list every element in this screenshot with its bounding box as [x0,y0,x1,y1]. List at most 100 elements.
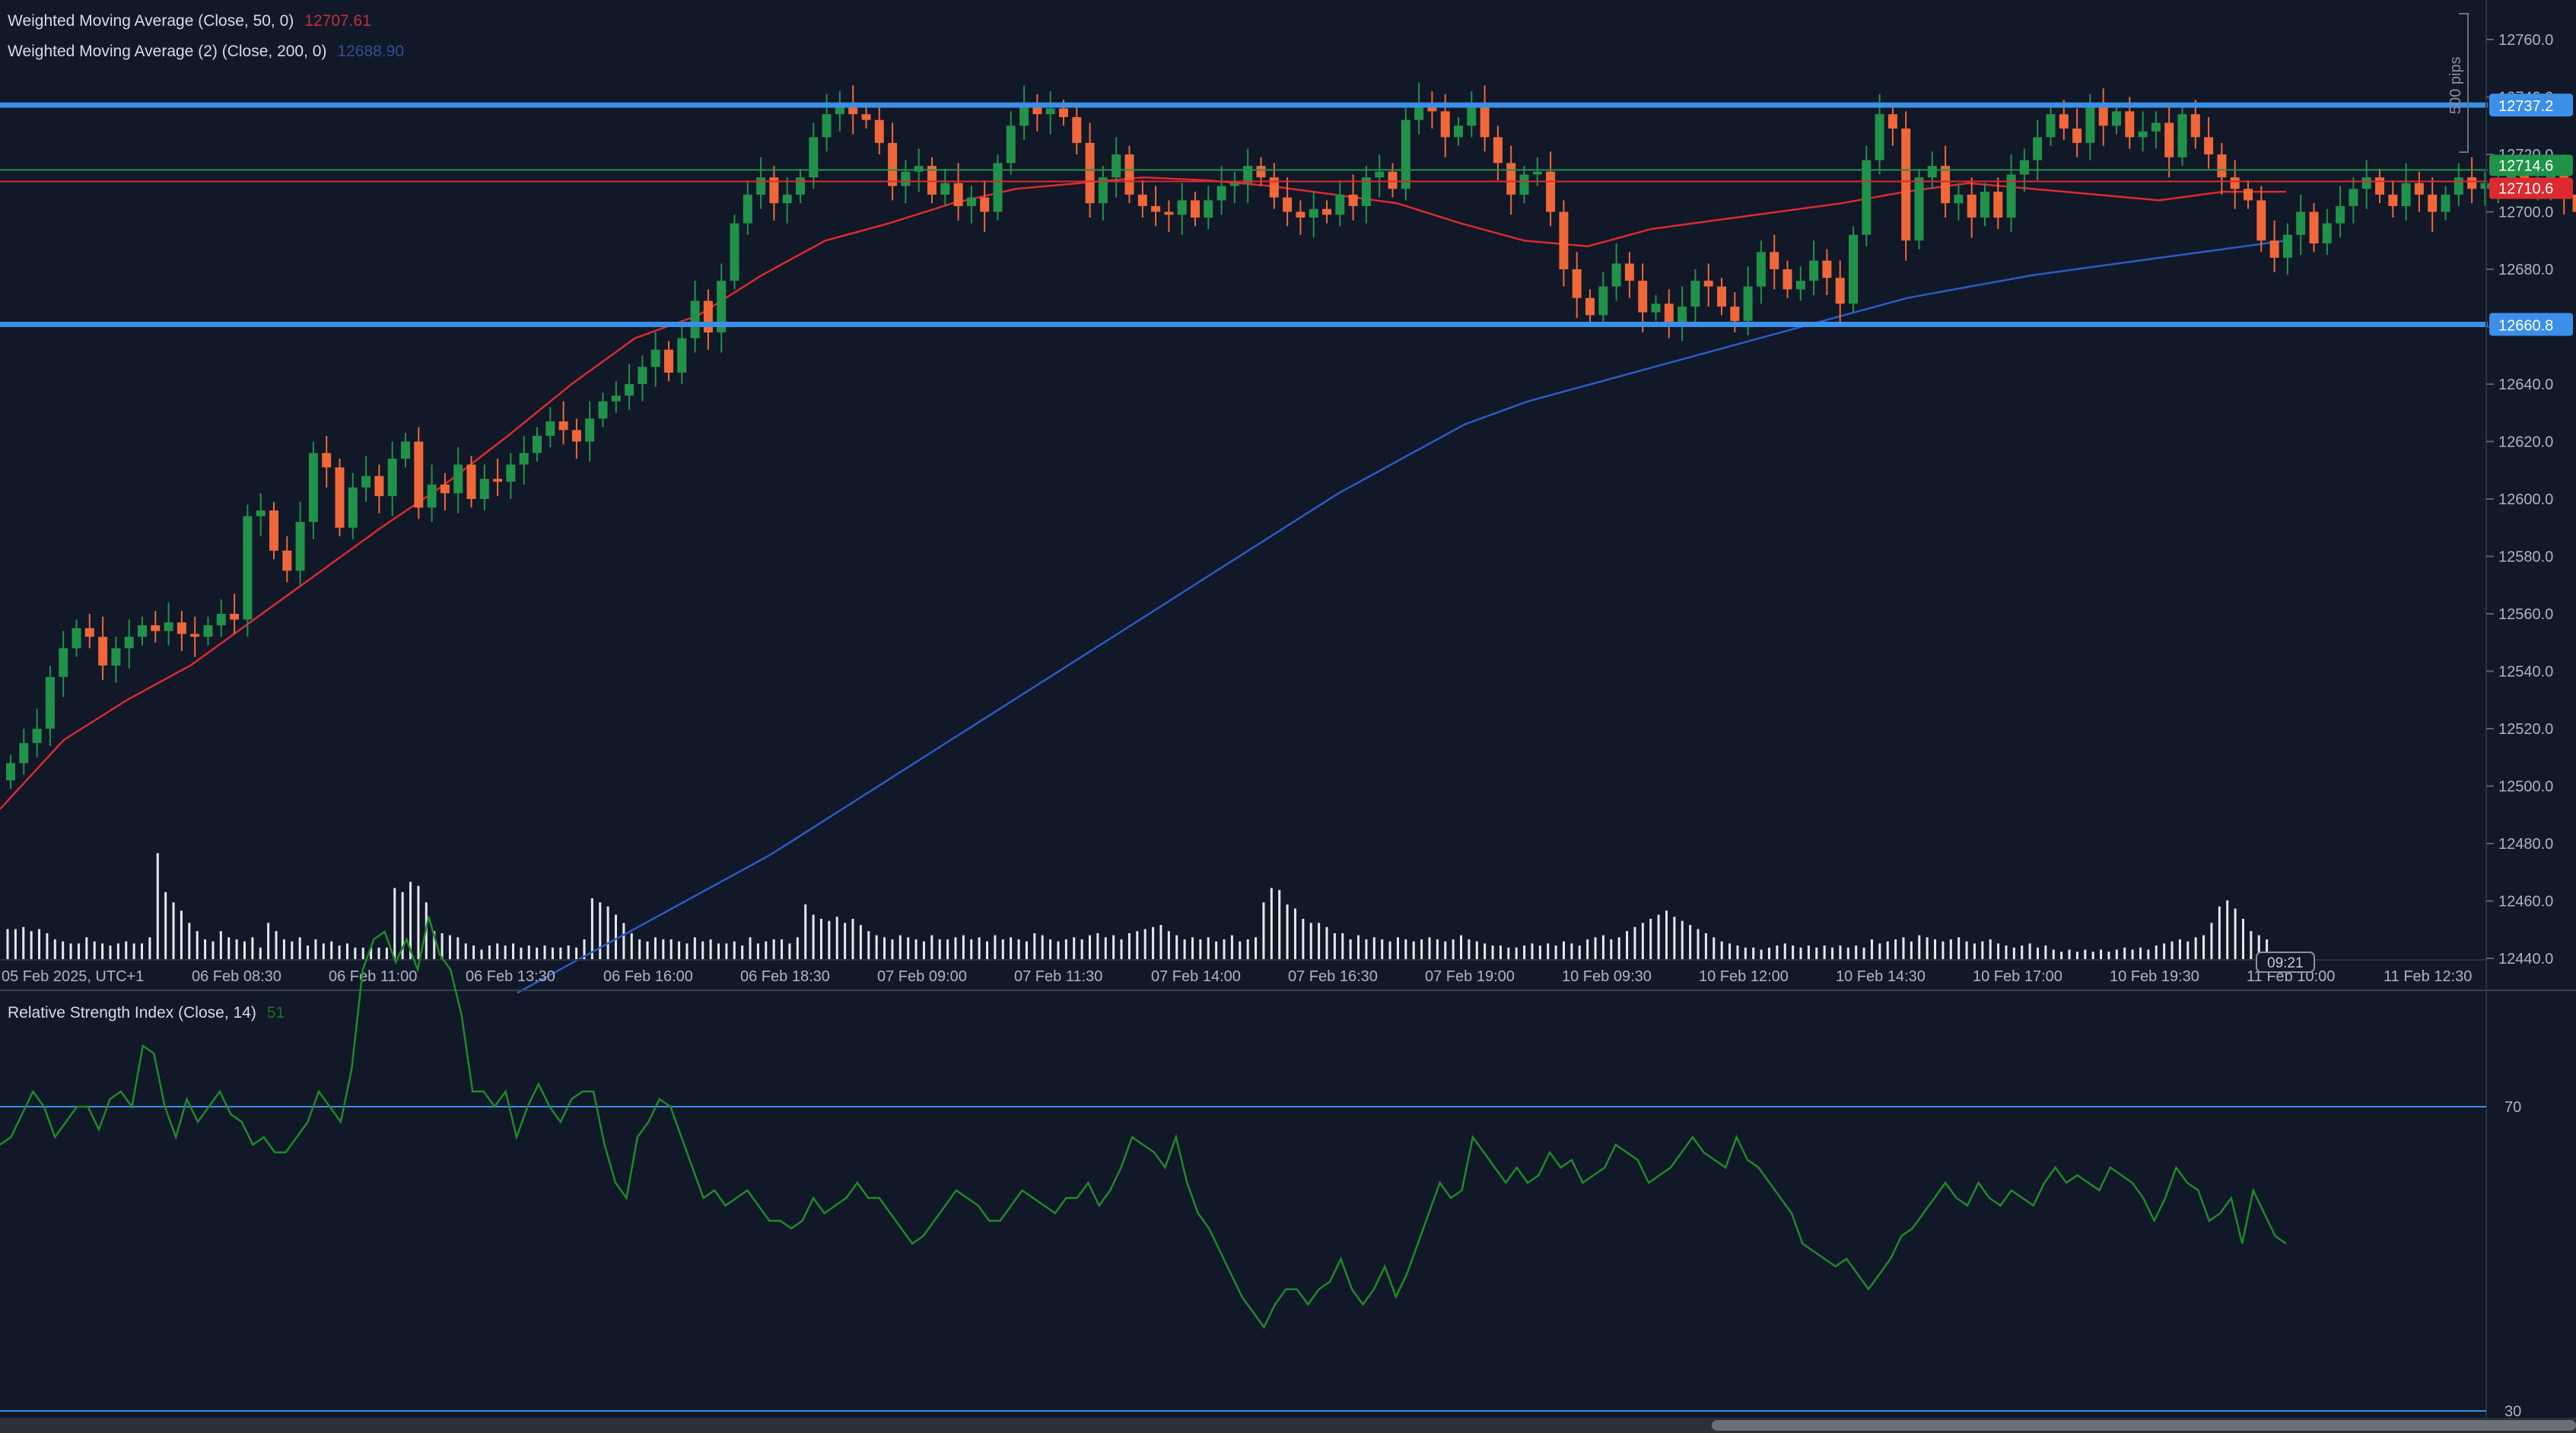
horizontal-levels[interactable] [0,102,2488,327]
candle [1480,85,1490,152]
candle [2204,116,2214,169]
candle-body [2282,234,2292,258]
legend-wma50[interactable]: Weighted Moving Average (Close, 50, 0) 12… [8,12,371,30]
candle [1151,186,1161,227]
candle [2072,108,2082,157]
candle [401,433,410,468]
candle-body [1862,160,1872,235]
candle [322,435,332,488]
candle [1467,91,1477,138]
candle [2467,157,2477,204]
candle [2441,186,2450,221]
candle [1216,166,1226,215]
candle [151,611,161,643]
candle [6,754,15,790]
candle-body [927,166,937,195]
candle [1006,111,1016,175]
candle [2190,100,2200,149]
candle-body [1111,154,1121,178]
candle-body [1151,205,1161,212]
candle-body [1229,183,1239,186]
candle-body [2309,211,2319,244]
candle-body [256,510,266,516]
price-tick-label: 12640.0 [2498,377,2553,393]
candle-body [387,459,397,497]
candle-body [2125,111,2135,138]
candle [1019,85,1029,141]
candle-body [1348,194,1358,206]
candle [625,364,634,410]
candle-body [2164,122,2174,157]
candle [598,392,608,427]
candle [506,453,516,499]
marker-price-badge [2489,154,2573,176]
candle [2401,163,2411,221]
candle-body [1519,174,1529,195]
candle [466,456,476,508]
candle [2046,105,2056,146]
legend-wma200[interactable]: Weighted Moving Average (2) (Close, 200,… [8,43,404,61]
candle [1849,226,1858,313]
candle [1624,252,1634,298]
price-tick-label: 12520.0 [2498,721,2553,738]
rsi-panel: 70 30 [0,916,2576,1433]
candle-body [1849,234,1858,304]
candle [2230,160,2240,209]
candle-body [1335,194,1345,215]
time-axis[interactable]: 05 Feb 2025, UTC+1 06 Feb 08:30 06 Feb 11:… [0,952,2576,991]
candle [782,177,792,224]
candle [230,593,240,634]
candle-body [822,114,832,138]
candle-body [2388,194,2398,206]
candle-body [2256,200,2266,241]
candle-body [940,183,950,195]
candle [32,708,42,758]
candle-body [1927,166,1937,178]
candle [2244,180,2253,209]
candle [1335,180,1345,227]
candle-body [1401,119,1410,189]
candle [1309,192,1318,238]
candle-body [1243,166,1253,183]
level-price-badge [2489,94,2573,117]
candle [2256,186,2266,253]
time-tick-label: 07 Feb 11:30 [1014,968,1102,985]
candle-body [6,763,15,780]
time-tick-label: 06 Feb 18:30 [740,968,830,985]
candle [743,180,752,235]
candle-body [611,396,621,402]
candle-body [1835,278,1845,304]
candle-body [1191,200,1200,218]
candle [1045,91,1055,135]
candle [84,614,94,649]
candle [1401,105,1410,201]
candle [1862,145,1872,246]
candle [1835,260,1845,324]
candle-body [1638,281,1648,313]
candle [361,456,371,502]
legend-wma200-label: Weighted Moving Average (2) (Close, 200,… [8,43,327,60]
price-axis[interactable]: 12760.012740.012720.012700.012680.012660… [2447,0,2573,989]
candle [164,602,173,646]
candle-body [1493,137,1503,164]
candle-body [782,194,792,204]
candle-body [84,628,94,637]
candle [993,154,1003,221]
candle-body [1045,108,1055,115]
legend-rsi[interactable]: Relative Strength Index (Close, 14) 51 [8,1004,285,1022]
candle-body [1098,177,1108,204]
candle [1204,186,1213,230]
volume-bars [6,853,2269,960]
candle [545,407,555,448]
candle [1809,240,1819,295]
candle [59,631,68,697]
candle [1678,286,1687,342]
candle [190,616,200,657]
candle-body [1822,260,1832,278]
candle [638,355,647,402]
price-tick-label: 12580.0 [2498,549,2553,566]
candle [940,168,950,206]
candle-body [2190,114,2200,138]
candle-body [1480,105,1490,138]
